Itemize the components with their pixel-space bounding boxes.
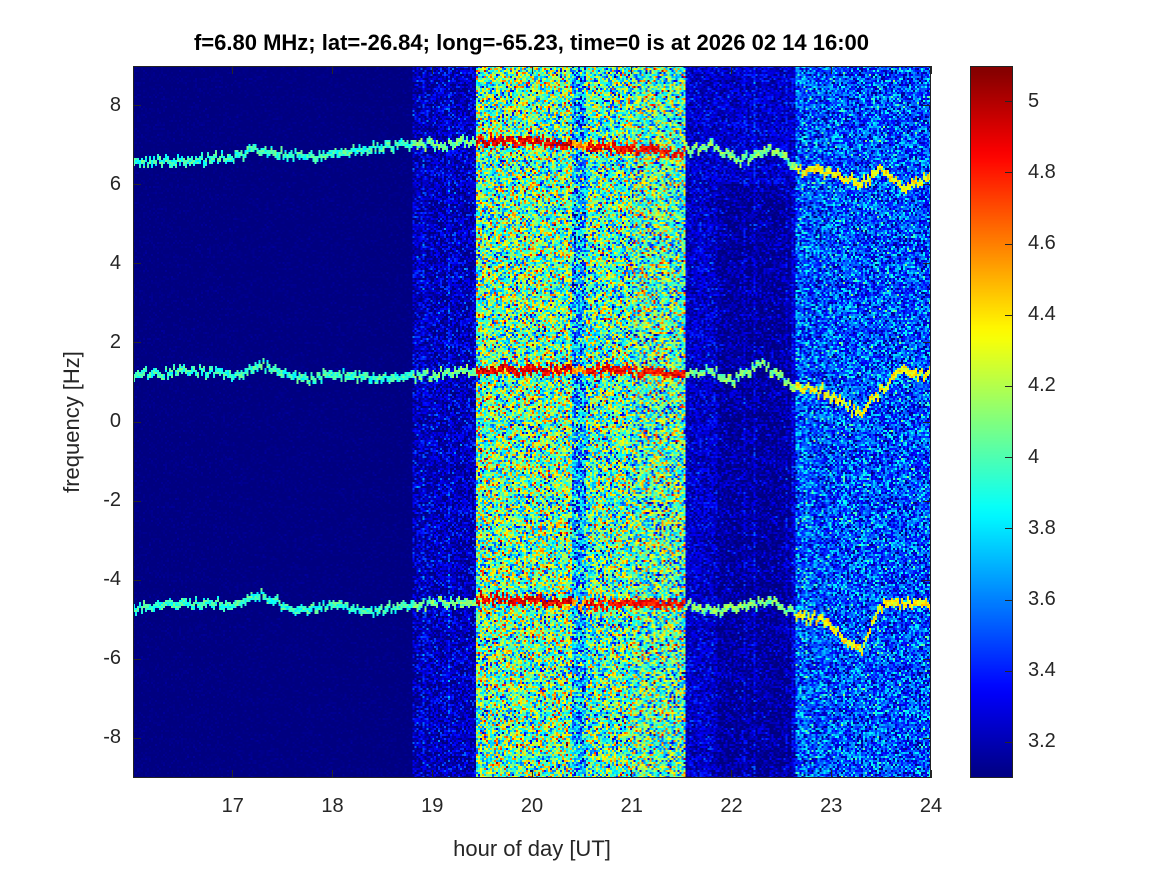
x-tick-label: 24 <box>919 795 943 817</box>
colorbar-tick-label: 5 <box>1028 89 1040 112</box>
y-tick-mark-right <box>923 737 931 739</box>
y-tick-label: 4 <box>109 251 121 274</box>
y-tick-mark <box>133 658 141 660</box>
x-tick-mark-top <box>332 66 333 74</box>
y-tick-mark <box>133 500 141 502</box>
x-tick-label: 22 <box>720 795 743 817</box>
x-tick-mark <box>531 770 533 778</box>
colorbar-tick-mark <box>1005 314 1013 316</box>
colorbar-tick-label: 3.2 <box>1028 730 1056 753</box>
x-tick-mark <box>332 770 333 778</box>
y-tick-mark <box>133 184 141 186</box>
y-tick-label: -2 <box>103 489 121 512</box>
colorbar-tick-mark <box>1005 670 1013 672</box>
y-tick-label: -8 <box>103 726 121 749</box>
y-tick-label: 8 <box>109 93 121 116</box>
colorbar-tick-label: 3.4 <box>1028 659 1056 682</box>
x-tick-mark <box>232 770 234 778</box>
y-tick-label: -4 <box>103 568 121 591</box>
colorbar-tick-mark <box>1005 385 1013 387</box>
y-tick-mark-right <box>923 184 931 186</box>
y-tick-mark <box>133 579 141 581</box>
y-tick-mark <box>133 342 141 344</box>
colorbar-gradient <box>970 66 1013 778</box>
y-tick-mark-right <box>923 105 931 107</box>
x-axis-label: hour of day [UT] <box>453 836 611 861</box>
x-tick-label: 17 <box>221 795 244 817</box>
chart-title: f=6.80 MHz; lat=-26.84; long=-65.23, tim… <box>193 30 870 55</box>
colorbar-tick-label: 4.6 <box>1028 232 1056 254</box>
y-tick-label: 0 <box>109 410 121 432</box>
x-tick-mark <box>930 770 932 778</box>
y-tick-mark <box>133 421 141 423</box>
colorbar-box <box>970 66 1013 778</box>
spectrogram-heatmap <box>133 66 931 778</box>
y-tick-mark-right <box>923 500 931 502</box>
x-tick-label: 19 <box>421 795 444 817</box>
y-tick-mark-right <box>923 263 931 265</box>
colorbar-tick-mark <box>1005 243 1013 245</box>
y-tick-mark-right <box>923 342 931 344</box>
colorbar-tick-label: 3.6 <box>1028 588 1056 610</box>
x-tick-label: 21 <box>620 795 643 817</box>
colorbar-tick-label: 3.8 <box>1028 516 1056 539</box>
colorbar-tick-label: 4.4 <box>1028 303 1056 326</box>
colorbar-tick-mark <box>1005 172 1013 174</box>
x-tick-mark-top <box>731 66 732 74</box>
colorbar-tick-label: 4.2 <box>1028 374 1056 397</box>
x-tick-mark-top <box>431 66 433 74</box>
x-tick-mark-top <box>930 66 932 74</box>
y-tick-mark <box>133 737 141 739</box>
colorbar-tick-mark <box>1005 741 1013 743</box>
y-tick-mark-right <box>923 658 931 660</box>
y-tick-label: 6 <box>109 172 121 195</box>
y-tick-mark <box>133 105 141 107</box>
x-tick-mark-top <box>531 66 533 74</box>
x-tick-mark <box>830 770 832 778</box>
y-tick-mark-right <box>923 579 931 581</box>
y-tick-label: -6 <box>103 647 121 670</box>
y-tick-mark <box>133 263 141 265</box>
y-tick-label: 2 <box>109 330 121 353</box>
plot-axes-box <box>133 66 931 778</box>
x-tick-mark <box>731 770 732 778</box>
y-tick-mark-right <box>923 421 931 423</box>
colorbar-tick-mark <box>1005 528 1013 530</box>
x-tick-mark <box>431 770 433 778</box>
x-tick-mark-top <box>232 66 234 74</box>
x-tick-mark <box>631 770 633 778</box>
colorbar-tick-label: 4 <box>1028 445 1040 468</box>
colorbar-tick-mark <box>1005 599 1013 601</box>
colorbar-tick-label: 4.8 <box>1028 160 1056 183</box>
colorbar-tick-mark <box>1005 457 1013 459</box>
x-tick-mark-top <box>631 66 633 74</box>
x-tick-label: 20 <box>520 795 544 817</box>
colorbar-tick-mark <box>1005 101 1013 103</box>
x-tick-label: 23 <box>820 795 843 817</box>
x-tick-label: 18 <box>321 795 344 817</box>
x-tick-mark-top <box>830 66 832 74</box>
